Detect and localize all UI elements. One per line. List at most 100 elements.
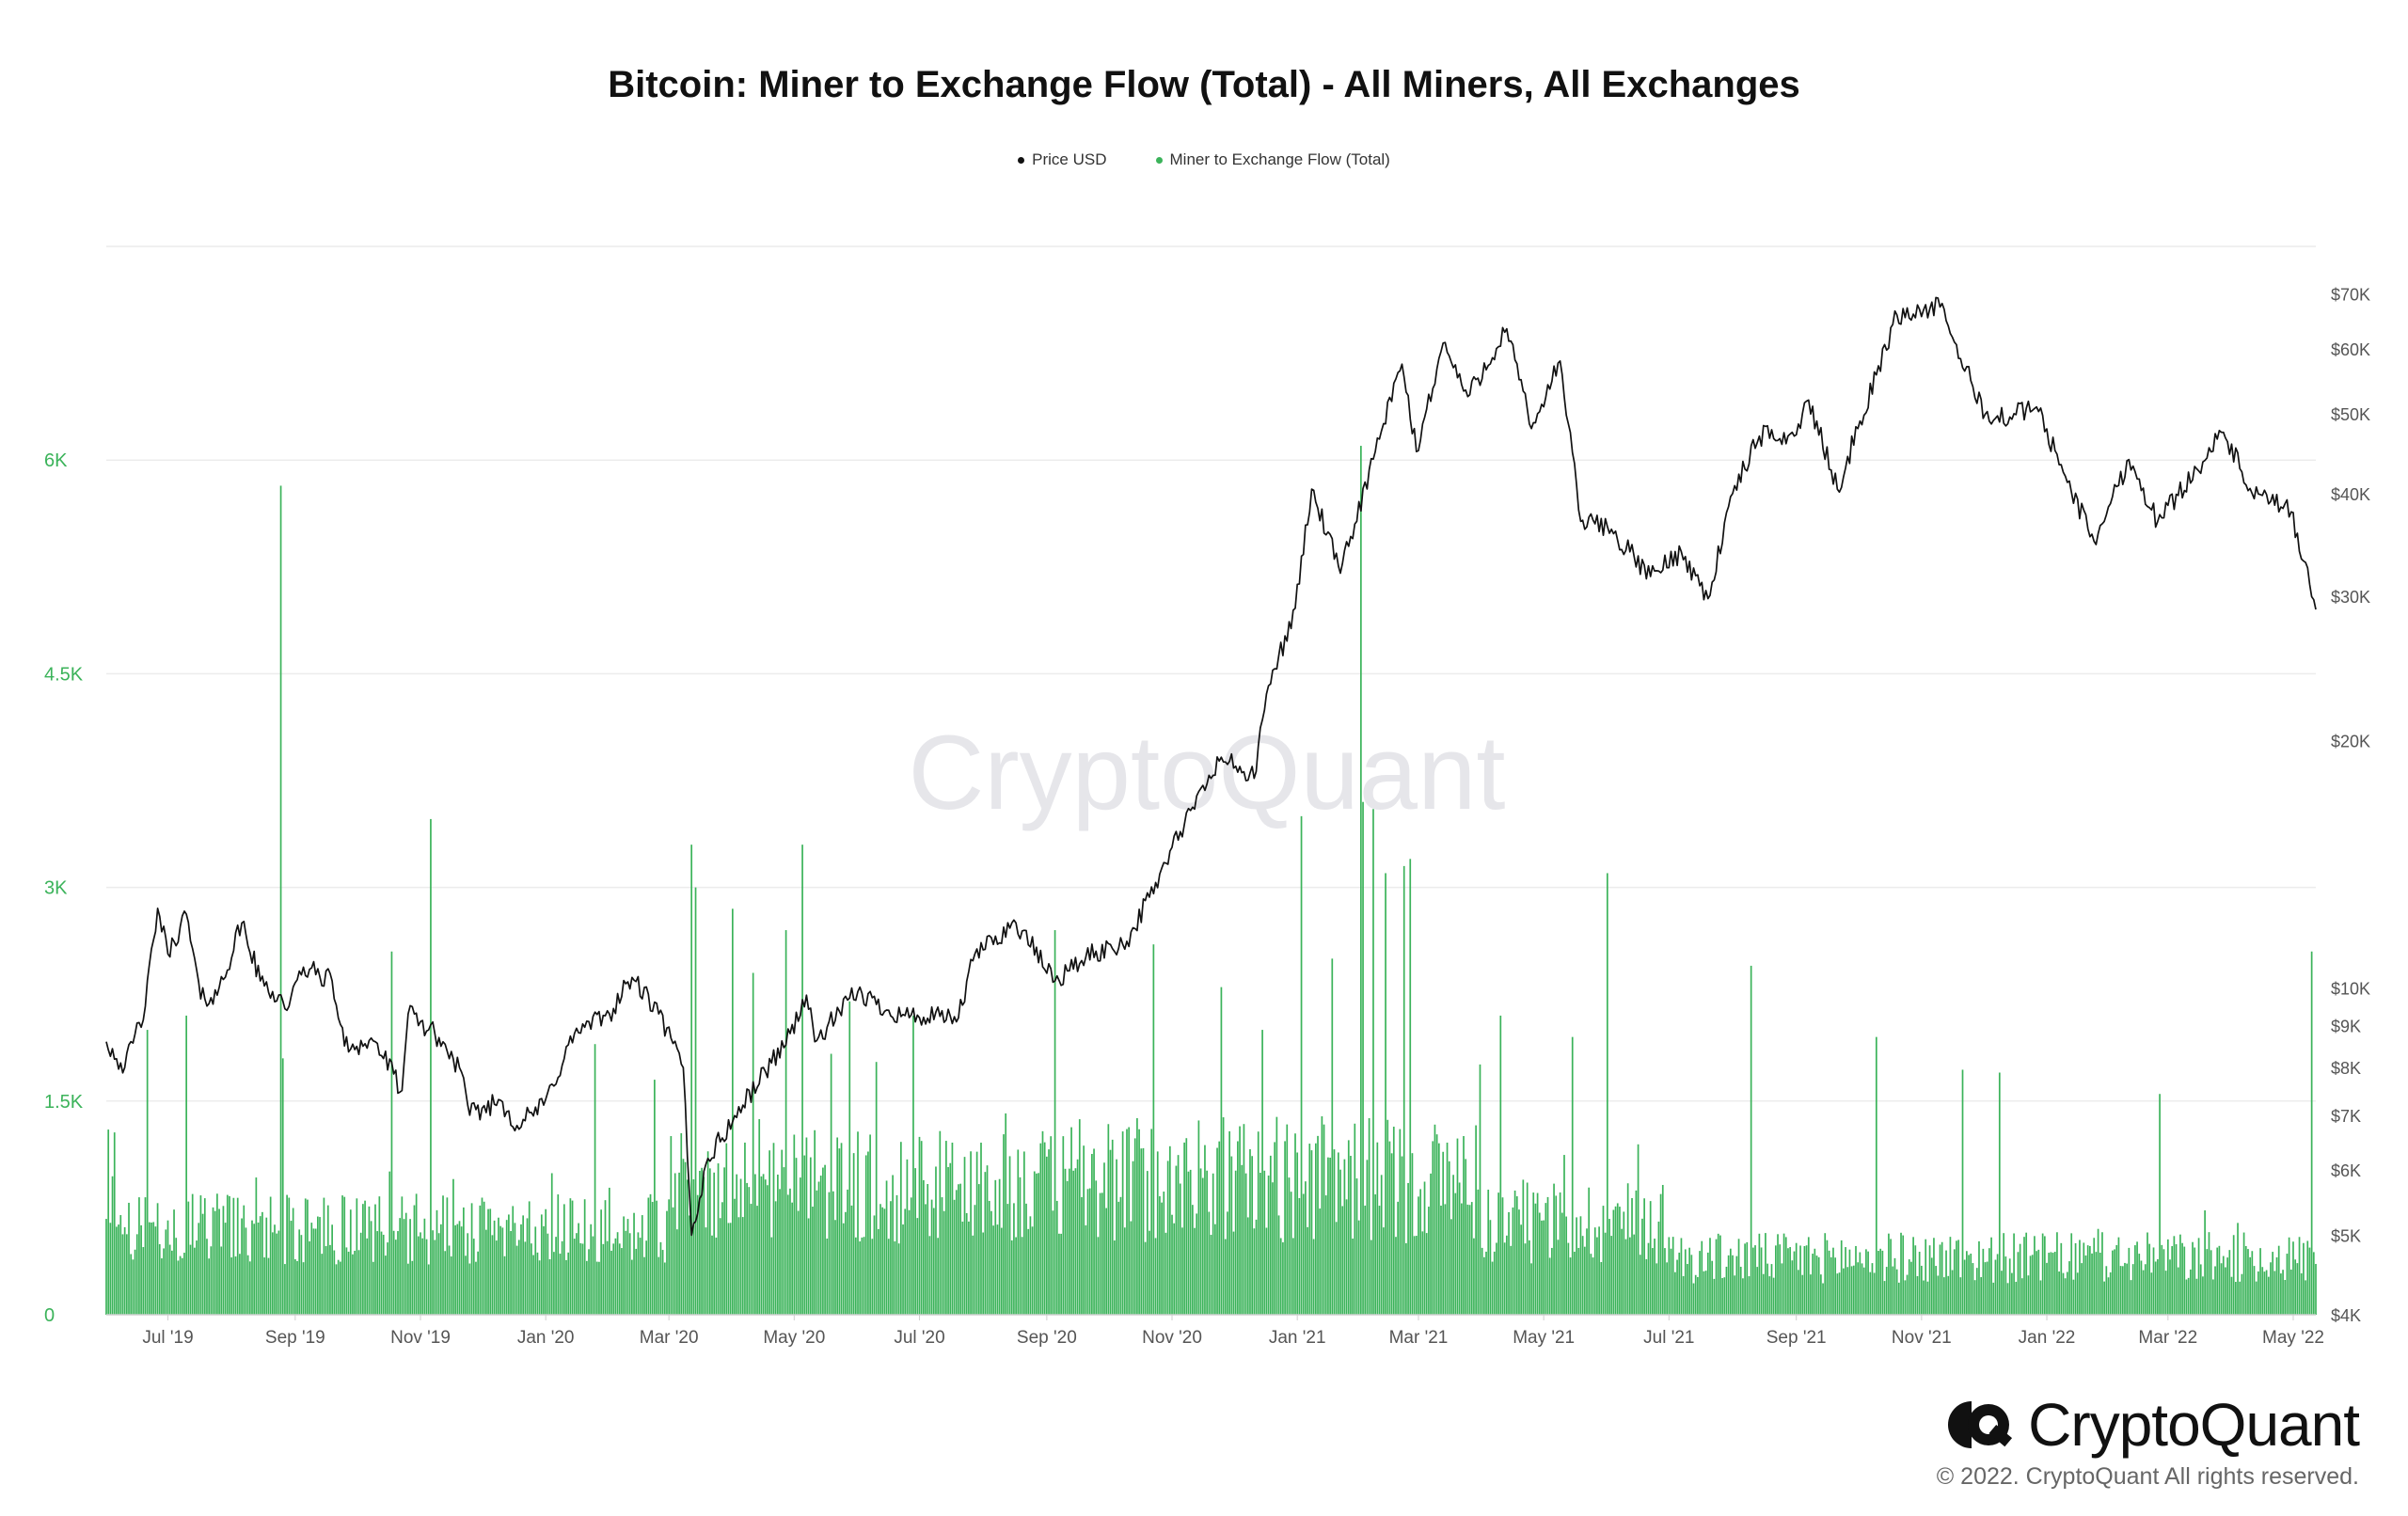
flow-bar <box>1274 1142 1276 1315</box>
flow-bar <box>1779 1244 1782 1315</box>
flow-bar <box>1302 1193 1305 1315</box>
x-axis-tick-label: Nov '20 <box>1142 1328 1202 1348</box>
flow-bar <box>877 1228 879 1315</box>
flow-bar <box>1499 1015 1502 1315</box>
flow-bar <box>963 1157 966 1315</box>
flow-bar <box>1218 1141 1221 1315</box>
flow-bar <box>397 1231 399 1315</box>
flow-bar <box>548 1258 551 1315</box>
legend-item-flow[interactable]: Miner to Exchange Flow (Total) <box>1155 150 1390 169</box>
flow-bar <box>111 1176 114 1315</box>
flow-bar <box>401 1196 404 1315</box>
flow-bar <box>1649 1201 1652 1315</box>
flow-bar <box>173 1209 175 1315</box>
flow-bar <box>307 1199 309 1315</box>
flow-bar <box>2037 1249 2040 1315</box>
flow-bar <box>284 1264 286 1315</box>
flow-bar <box>317 1216 319 1315</box>
flow-bar <box>717 1163 720 1315</box>
flow-bar <box>1019 1176 1022 1315</box>
flow-bar <box>1820 1274 1822 1315</box>
flow-bar <box>972 1235 974 1315</box>
flow-bar <box>189 1244 192 1315</box>
flow-bar <box>2181 1242 2183 1315</box>
flow-bar <box>208 1258 210 1315</box>
flow-bar <box>340 1261 341 1315</box>
flow-bar <box>325 1246 327 1315</box>
flow-bar <box>460 1226 463 1315</box>
flow-bar <box>1444 1204 1447 1315</box>
flow-bar <box>1272 1182 1274 1315</box>
flow-bar <box>2267 1276 2270 1315</box>
flow-bar <box>2164 1271 2167 1315</box>
flow-bar <box>1717 1233 1719 1315</box>
legend-item-price[interactable]: Price USD <box>1018 150 1107 169</box>
flow-bar <box>1246 1217 1249 1315</box>
flow-bar <box>222 1206 225 1315</box>
flow-bar <box>639 1238 642 1315</box>
flow-bar <box>1310 1150 1313 1315</box>
flow-bar <box>1275 1116 1278 1315</box>
flow-bar <box>487 1208 489 1315</box>
flow-bar <box>1261 1030 1263 1315</box>
flow-bar <box>789 1188 791 1315</box>
flow-bar <box>279 485 282 1315</box>
flow-bar <box>2214 1266 2216 1315</box>
flow-bar <box>1600 1261 1603 1315</box>
flow-bar <box>362 1204 364 1315</box>
flow-bar <box>132 1259 135 1315</box>
flow-bar <box>456 1224 459 1315</box>
flow-bar <box>430 818 432 1315</box>
flow-bar <box>606 1240 609 1315</box>
flow-bar <box>2148 1243 2151 1315</box>
right-axis: $4K $5K $6K $7K $8K $9K $10K $20K $30K $40K $50K $6… <box>2331 286 2370 1325</box>
flow-bar <box>588 1249 590 1315</box>
x-axis-tick-label: Jul '19 <box>142 1328 193 1348</box>
flow-bar <box>1058 1233 1060 1315</box>
flow-bar <box>614 1238 617 1315</box>
flow-bar <box>524 1241 527 1315</box>
flow-bar <box>2011 1272 2013 1315</box>
flow-bar <box>1161 1202 1163 1315</box>
flow-bar <box>1970 1254 1972 1315</box>
flow-bar <box>468 1263 471 1315</box>
x-axis-tick-label: Mar '22 <box>2138 1328 2197 1348</box>
flow-bar <box>561 1240 563 1315</box>
chart-legend: Price USD Miner to Exchange Flow (Total) <box>0 150 2408 169</box>
flow-bar <box>134 1249 136 1315</box>
flow-bar <box>1830 1256 1832 1315</box>
flow-bar <box>2161 1244 2163 1315</box>
flow-bar <box>394 1240 397 1315</box>
flow-bar <box>848 1001 851 1315</box>
flow-bar <box>2235 1282 2237 1315</box>
flow-bar <box>1506 1235 1508 1315</box>
flow-bar <box>168 1244 171 1315</box>
flow-bar <box>706 1151 709 1315</box>
flow-bar <box>1822 1283 1824 1315</box>
flow-bar <box>1553 1183 1555 1315</box>
flow-bar <box>1986 1261 1988 1315</box>
flow-bar <box>2023 1237 2025 1315</box>
flow-bar <box>578 1223 579 1315</box>
flow-bar <box>2261 1267 2264 1315</box>
flow-bar <box>873 1215 876 1315</box>
x-axis-tick-label: Jan '21 <box>1269 1328 1326 1348</box>
flow-bar <box>585 1260 588 1315</box>
flow-bar <box>571 1200 574 1315</box>
flow-bar <box>800 1177 801 1315</box>
flow-bar <box>1859 1252 1861 1315</box>
flow-bar <box>1982 1248 1985 1315</box>
flow-bar <box>130 1254 133 1315</box>
flow-bar <box>259 1216 261 1315</box>
flow-bar <box>897 1243 900 1315</box>
flow-bar <box>1980 1276 1983 1315</box>
flow-bar <box>1107 1124 1110 1315</box>
flow-bar <box>1906 1274 1909 1315</box>
flow-bar <box>1881 1250 1884 1315</box>
flow-bar <box>105 1219 107 1315</box>
flow-bar <box>378 1196 381 1315</box>
flow-bar <box>1697 1276 1699 1315</box>
flow-bar <box>198 1223 200 1315</box>
flow-bar <box>1590 1254 1592 1315</box>
flow-bar <box>403 1219 405 1315</box>
